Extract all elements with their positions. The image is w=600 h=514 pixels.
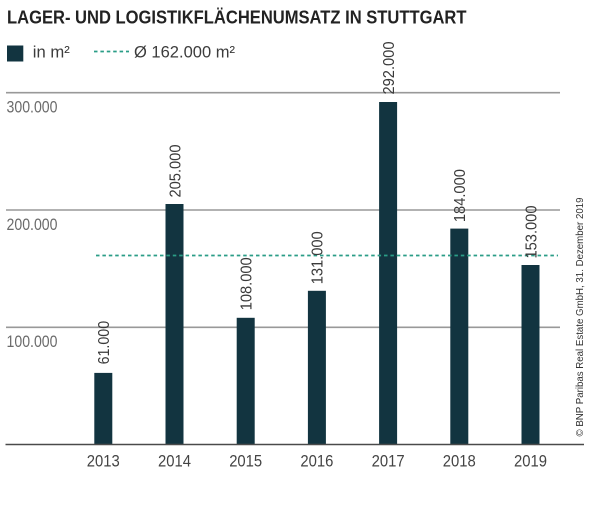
svg-text:200.000: 200.000 [7, 216, 58, 234]
svg-text:Ø 162.000 m²: Ø 162.000 m² [134, 44, 236, 62]
svg-text:300.000: 300.000 [7, 99, 58, 117]
svg-text:61.000: 61.000 [96, 321, 113, 365]
svg-text:2018: 2018 [443, 453, 476, 471]
svg-text:108.000: 108.000 [239, 257, 256, 310]
svg-text:2014: 2014 [158, 453, 191, 471]
svg-text:184.000: 184.000 [452, 169, 469, 222]
svg-text:131.000: 131.000 [310, 231, 327, 284]
svg-text:2017: 2017 [372, 453, 405, 471]
svg-text:2013: 2013 [87, 453, 120, 471]
svg-text:in m²: in m² [33, 44, 71, 62]
svg-text:2015: 2015 [229, 453, 262, 471]
svg-text:© BNP Paribas Real Estate GmbH: © BNP Paribas Real Estate GmbH, 31. Deze… [575, 197, 586, 436]
svg-text:292.000: 292.000 [381, 41, 398, 94]
svg-text:100.000: 100.000 [7, 333, 58, 351]
svg-text:153.000: 153.000 [523, 205, 540, 258]
svg-text:2019: 2019 [514, 453, 547, 471]
svg-text:2016: 2016 [300, 453, 333, 471]
svg-text:205.000: 205.000 [167, 144, 184, 197]
svg-text:LAGER- UND LOGISTIKFLÄCHENUMSA: LAGER- UND LOGISTIKFLÄCHENUMSATZ IN STUT… [7, 7, 467, 28]
